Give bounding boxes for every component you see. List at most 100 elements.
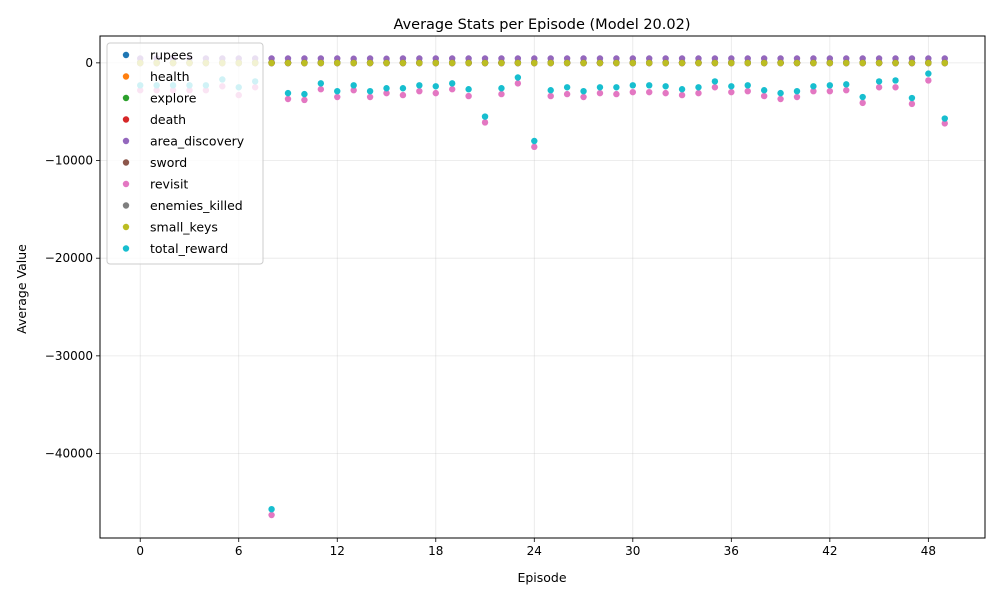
data-point	[366, 93, 374, 101]
data-point	[563, 59, 571, 67]
legend-label: enemies_killed	[150, 198, 243, 213]
data-point	[481, 113, 489, 120]
data-point	[826, 55, 834, 62]
data-point	[432, 59, 439, 67]
y-tick-label: −10000	[45, 154, 93, 168]
data-point	[383, 89, 390, 97]
data-point	[925, 55, 932, 62]
plot-area-frame	[99, 35, 986, 539]
data-point	[498, 59, 505, 67]
data-point	[678, 91, 686, 99]
legend-marker	[122, 180, 130, 188]
data-point	[662, 55, 669, 62]
data-point	[531, 59, 538, 67]
x-tick-label: 18	[428, 544, 443, 558]
data-point	[531, 143, 538, 151]
data-point	[514, 74, 522, 81]
data-point	[908, 55, 916, 62]
data-point	[695, 59, 702, 67]
data-point	[941, 115, 948, 122]
data-point	[843, 87, 850, 94]
legend-label: health	[150, 69, 190, 84]
data-point	[448, 80, 456, 87]
data-point	[695, 89, 702, 97]
data-point	[678, 86, 686, 93]
data-point	[711, 59, 719, 67]
data-point	[859, 55, 866, 62]
data-point	[268, 505, 275, 513]
data-point	[613, 84, 620, 91]
data-point	[284, 95, 292, 103]
legend-box	[106, 42, 264, 265]
legend-label: area_discovery	[150, 134, 245, 149]
data-point	[514, 59, 522, 67]
x-tick-label: 36	[724, 544, 739, 558]
chart-title: Average Stats per Episode (Model 20.02)	[394, 17, 691, 33]
x-tick-label: 48	[921, 544, 936, 558]
x-tick-label: 30	[625, 544, 640, 558]
data-point	[563, 90, 571, 98]
data-point	[317, 80, 325, 87]
legend-marker	[122, 73, 130, 80]
x-tick-label: 0	[136, 544, 144, 558]
data-point	[941, 120, 948, 127]
data-point	[777, 55, 784, 62]
data-point	[925, 70, 932, 77]
data-point	[678, 55, 686, 62]
data-point	[744, 87, 751, 95]
data-point	[399, 91, 407, 99]
grid-lines	[100, 36, 985, 538]
data-point	[810, 59, 817, 67]
data-point	[317, 55, 325, 62]
data-point	[547, 55, 554, 62]
legend-marker	[122, 223, 130, 231]
data-point	[760, 55, 768, 62]
data-point	[793, 59, 801, 67]
y-axis-label: Average Value	[14, 244, 29, 334]
data-point	[301, 96, 308, 104]
data-point	[826, 59, 834, 67]
x-tick-label: 6	[235, 544, 243, 558]
data-point	[448, 55, 456, 62]
data-point	[678, 59, 686, 67]
data-point	[334, 59, 341, 67]
legend-label: total_reward	[150, 241, 228, 256]
data-point	[465, 55, 472, 62]
data-point	[793, 87, 801, 95]
data-point	[531, 55, 538, 62]
data-point	[810, 55, 817, 62]
y-tick-label: −40000	[45, 447, 93, 461]
data-point	[350, 82, 357, 89]
data-point	[843, 55, 850, 62]
data-point	[646, 55, 653, 62]
data-point	[760, 87, 768, 94]
data-point	[481, 119, 489, 126]
data-point	[695, 84, 702, 91]
data-point	[810, 83, 817, 90]
data-point	[514, 55, 522, 62]
data-point	[448, 86, 456, 93]
data-point	[859, 59, 866, 67]
data-point	[514, 80, 522, 87]
data-point	[547, 59, 554, 67]
data-point	[563, 55, 571, 62]
legend: rupees health explore death area_discoverysw…	[106, 42, 264, 265]
data-point	[268, 55, 275, 62]
data-point	[892, 59, 899, 67]
data-point	[859, 93, 866, 101]
data-point	[908, 100, 916, 108]
legend-label: rupees	[150, 48, 193, 63]
data-point	[547, 87, 554, 94]
data-point	[810, 87, 817, 95]
data-point	[481, 55, 489, 62]
data-point	[646, 59, 653, 67]
data-point	[646, 82, 653, 89]
data-point	[613, 59, 620, 67]
data-point	[580, 93, 587, 101]
legend-marker	[122, 116, 130, 123]
data-point	[646, 88, 653, 96]
data-point	[892, 84, 899, 91]
data-point	[284, 55, 292, 62]
x-tick-label: 42	[822, 544, 837, 558]
